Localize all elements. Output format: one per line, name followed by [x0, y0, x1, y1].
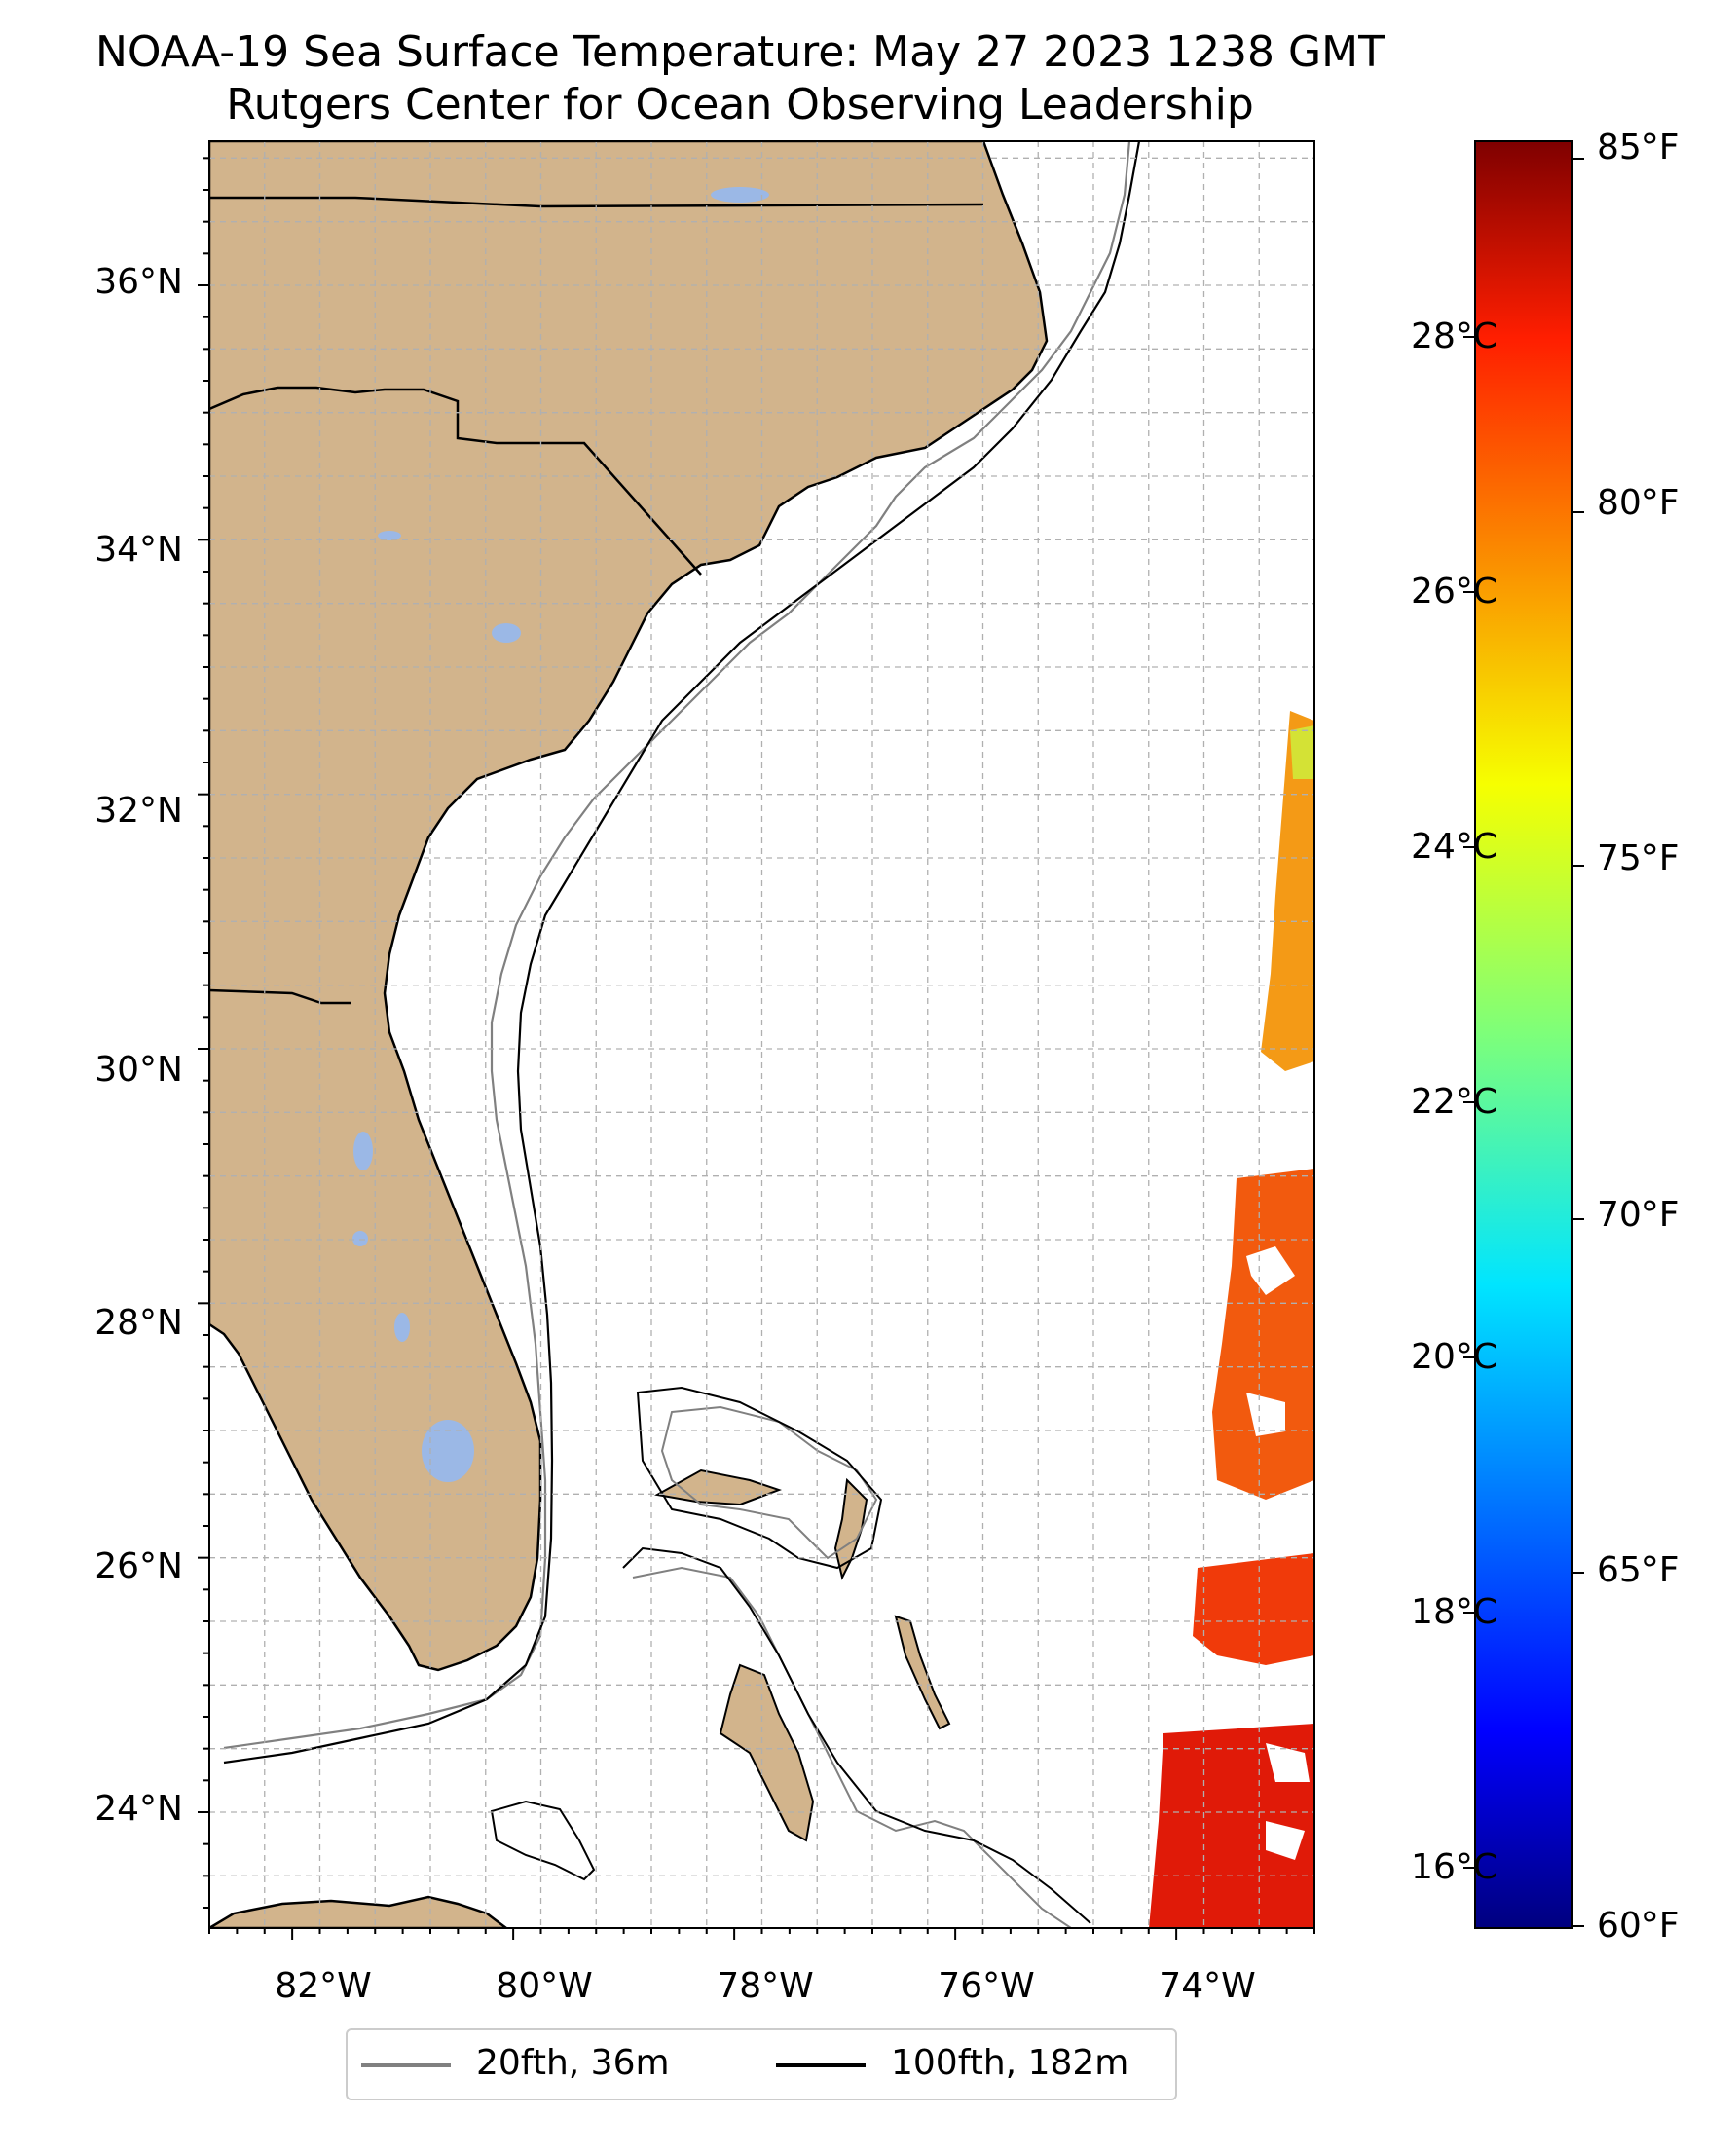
isobath-20fth-andros [632, 1566, 1072, 1928]
isobath-20fth-bahamas [660, 1405, 878, 1560]
map-gridlines [209, 141, 1314, 1928]
lake-mattamuskeet [711, 187, 769, 203]
colorbar-celsius-label: 16°C [1411, 1847, 1497, 1887]
legend-swatch-100fth [776, 2063, 866, 2067]
lake-george [353, 1132, 373, 1170]
lat-tick-label: 24°N [94, 1789, 183, 1829]
lake-harris [352, 1231, 368, 1246]
colorbar-celsius-label: 26°C [1411, 572, 1497, 612]
lake-kissimmee [394, 1313, 410, 1342]
lat-tick-label: 34°N [94, 530, 183, 570]
lon-tick-label: 76°W [938, 1966, 1035, 2006]
isobath-20fth [223, 141, 1131, 1750]
lat-tick-label: 30°N [94, 1050, 183, 1090]
colorbar [1474, 140, 1573, 1929]
andros [719, 1663, 815, 1842]
lat-tick-label: 36°N [94, 262, 183, 302]
lon-tick-label: 80°W [496, 1966, 593, 2006]
lon-tick-label: 74°W [1159, 1966, 1256, 2006]
map-subtitle: Rutgers Center for Ocean Observing Leade… [226, 80, 1254, 130]
colorbar-ticks [1463, 158, 1584, 1927]
colorbar-celsius-label: 18°C [1411, 1592, 1497, 1632]
isobath-100fth [223, 141, 1141, 1765]
colorbar-fahrenheit-label: 65°F [1597, 1550, 1680, 1590]
abaco [833, 1477, 868, 1580]
eleuthera [894, 1615, 951, 1730]
map-axis-ticks [198, 157, 1315, 1940]
lat-tick-label: 26°N [94, 1546, 183, 1586]
colorbar-fahrenheit-label: 75°F [1597, 838, 1680, 878]
isobath-100fth-andros [622, 1546, 1091, 1924]
legend-swatch-20fth [361, 2063, 451, 2067]
legend-label-100fth: 100fth, 182m [891, 2043, 1129, 2083]
colorbar-celsius-label: 28°C [1411, 316, 1497, 356]
lake-moultrie [492, 623, 521, 643]
isobath-cay-sal [490, 1800, 596, 1881]
lake-marion [378, 531, 401, 540]
map-title: NOAA-19 Sea Surface Temperature: May 27 … [95, 27, 1385, 77]
colorbar-celsius-label: 22°C [1411, 1082, 1497, 1122]
cuba-landmass [209, 1895, 509, 1928]
lake-okeechobee [422, 1420, 474, 1482]
colorbar-celsius-label: 20°C [1411, 1337, 1497, 1377]
isobath-legend: 20fth, 36m 100fth, 182m [346, 2028, 1177, 2100]
lon-tick-label: 82°W [275, 1966, 372, 2006]
colorbar-celsius-label: 24°C [1411, 827, 1497, 867]
sst-swath [1149, 711, 1314, 1928]
lat-tick-label: 32°N [94, 791, 183, 831]
legend-label-20fth: 20fth, 36m [476, 2043, 670, 2083]
colorbar-fahrenheit-label: 80°F [1597, 483, 1680, 523]
colorbar-fahrenheit-label: 85°F [1597, 128, 1680, 167]
map-area [209, 141, 1314, 1928]
lat-tick-label: 28°N [94, 1303, 183, 1343]
lon-tick-label: 78°W [717, 1966, 814, 2006]
colorbar-fahrenheit-label: 70°F [1597, 1195, 1680, 1235]
colorbar-fahrenheit-label: 60°F [1597, 1906, 1680, 1946]
